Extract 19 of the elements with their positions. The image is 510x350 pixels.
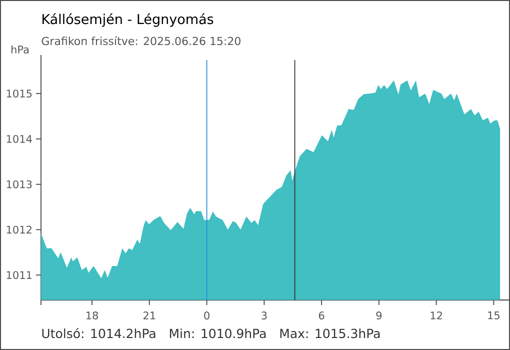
y-tick-label: 1011 xyxy=(6,271,32,280)
x-tick-label: 9 xyxy=(376,312,382,320)
chart-title: Kállósemjén - Légnyomás xyxy=(42,13,214,27)
y-tick-label: 1014 xyxy=(6,134,32,143)
y-tick-label: 1015 xyxy=(6,90,32,98)
x-tick-label: 21 xyxy=(143,312,156,320)
chart-subtitle: Grafikon frissítve: 2025.06.26 15:20 xyxy=(42,36,240,46)
y-axis-title: hPa xyxy=(11,45,29,54)
text: Utolsó: 1014.2hPa xyxy=(42,328,156,338)
y-tick-label: 1012 xyxy=(6,226,32,234)
text: Min: 1010.9hPa xyxy=(170,328,266,338)
x-tick-label: 18 xyxy=(86,312,98,320)
x-tick-label: 0 xyxy=(204,312,210,320)
x-tick-label: 3 xyxy=(262,312,267,320)
x-tick-label: 15 xyxy=(488,312,500,320)
text: Max: 1015.3hPa xyxy=(280,328,380,338)
x-tick-label: 6 xyxy=(318,312,324,320)
y-tick-label: 1013 xyxy=(6,180,32,188)
x-tick-label: 12 xyxy=(430,312,442,320)
